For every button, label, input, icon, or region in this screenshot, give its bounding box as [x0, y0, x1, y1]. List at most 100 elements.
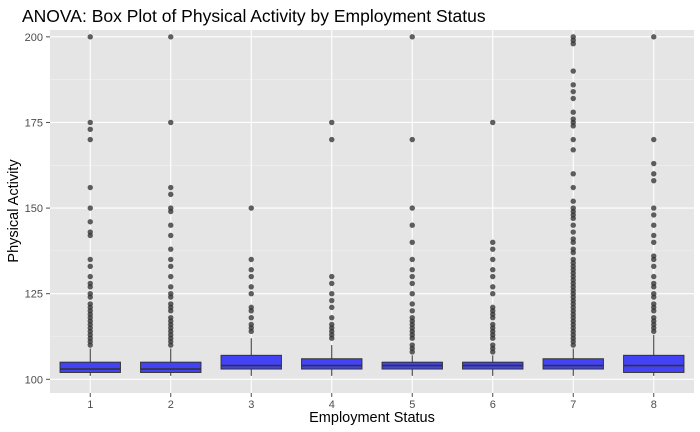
outlier-point [329, 136, 335, 143]
outlier-point [87, 232, 93, 239]
outlier-point [409, 301, 415, 307]
outlier-point [168, 308, 174, 314]
outlier-point [409, 34, 415, 40]
iqr-box [542, 358, 604, 370]
y-tick-label: 175 [25, 117, 43, 129]
outlier-point [490, 119, 496, 126]
outlier-point [329, 297, 335, 304]
y-axis-title: Physical Activity [6, 159, 22, 263]
box-3 [220, 205, 282, 376]
outlier-point [87, 184, 93, 191]
y-tick-label: 100 [25, 374, 43, 386]
box-8 [623, 34, 685, 376]
iqr-box [59, 361, 121, 373]
y-axis: 100 125 150 175 200 [25, 32, 50, 386]
outlier-point [329, 304, 335, 311]
outlier-point [87, 205, 93, 211]
x-tick-label: 7 [570, 399, 576, 411]
outlier-point [490, 314, 496, 321]
outlier-point [570, 198, 576, 204]
outlier-point [248, 205, 254, 211]
outlier-point [409, 290, 415, 297]
box-1 [59, 34, 121, 376]
outlier-point [651, 239, 657, 246]
outlier-point [570, 40, 576, 47]
outlier-point [490, 273, 496, 280]
outlier-point [651, 284, 657, 290]
outlier-point [490, 246, 496, 252]
outlier-point [87, 34, 93, 40]
outlier-point [248, 273, 254, 280]
outlier-point [490, 267, 496, 273]
outlier-point [651, 308, 657, 314]
outlier-point [329, 280, 335, 287]
iqr-box [220, 354, 282, 370]
outlier-point [409, 136, 415, 143]
x-tick-label: 2 [168, 399, 174, 411]
outlier-point [570, 68, 576, 74]
outlier-point [490, 239, 496, 246]
outlier-point [87, 294, 93, 300]
outlier-point [570, 95, 576, 102]
outlier-point [490, 256, 496, 263]
outlier-point [651, 263, 657, 269]
outlier-point [168, 273, 174, 280]
outlier-point [490, 349, 496, 355]
iqr-box [301, 358, 363, 370]
x-tick-label: 8 [651, 399, 657, 411]
outlier-point [409, 335, 415, 341]
outlier-point [651, 171, 657, 177]
outlier-point [490, 335, 496, 341]
box-5 [381, 34, 443, 376]
box-4 [301, 119, 363, 376]
iqr-box [140, 361, 202, 373]
x-tick-label: 3 [248, 399, 254, 411]
outlier-point [87, 256, 93, 263]
outlier-point [329, 290, 335, 297]
x-axis: 1 2 3 4 5 6 7 8 [87, 393, 657, 411]
outlier-point [651, 294, 657, 300]
outlier-point [651, 222, 657, 228]
outlier-point [87, 219, 93, 225]
outlier-point [651, 273, 657, 280]
outlier-point [570, 229, 576, 235]
outlier-point [651, 232, 657, 239]
outlier-point [409, 280, 415, 287]
outlier-point [409, 308, 415, 314]
outlier-point [651, 212, 657, 218]
outlier-point [570, 109, 576, 115]
outlier-point [168, 342, 174, 348]
outlier-point [329, 314, 335, 321]
outlier-point [570, 136, 576, 143]
outlier-point [329, 119, 335, 126]
outlier-point [168, 34, 174, 40]
outlier-point [490, 290, 496, 297]
outlier-point [248, 328, 254, 335]
outlier-point [87, 136, 93, 143]
outlier-point [87, 284, 93, 290]
outlier-point [570, 123, 576, 129]
outlier-point [570, 147, 576, 153]
outlier-point [570, 88, 576, 95]
outlier-point [651, 34, 657, 40]
outlier-point [409, 239, 415, 246]
outlier-point [409, 205, 415, 211]
boxes-layer [59, 34, 685, 376]
outlier-point [651, 136, 657, 143]
outlier-point [651, 177, 657, 184]
outlier-point [651, 256, 657, 263]
y-tick-label: 125 [25, 289, 43, 301]
outlier-point [570, 342, 576, 348]
x-tick-label: 1 [87, 399, 93, 411]
outlier-point [248, 284, 254, 290]
x-tick-label: 5 [409, 399, 415, 411]
outlier-point [87, 273, 93, 280]
outlier-point [570, 82, 576, 88]
outlier-point [651, 160, 657, 167]
outlier-point [168, 222, 174, 228]
y-tick-label: 200 [25, 32, 43, 44]
outlier-point [248, 308, 254, 314]
outlier-point [248, 256, 254, 263]
y-tick-label: 150 [25, 203, 43, 215]
